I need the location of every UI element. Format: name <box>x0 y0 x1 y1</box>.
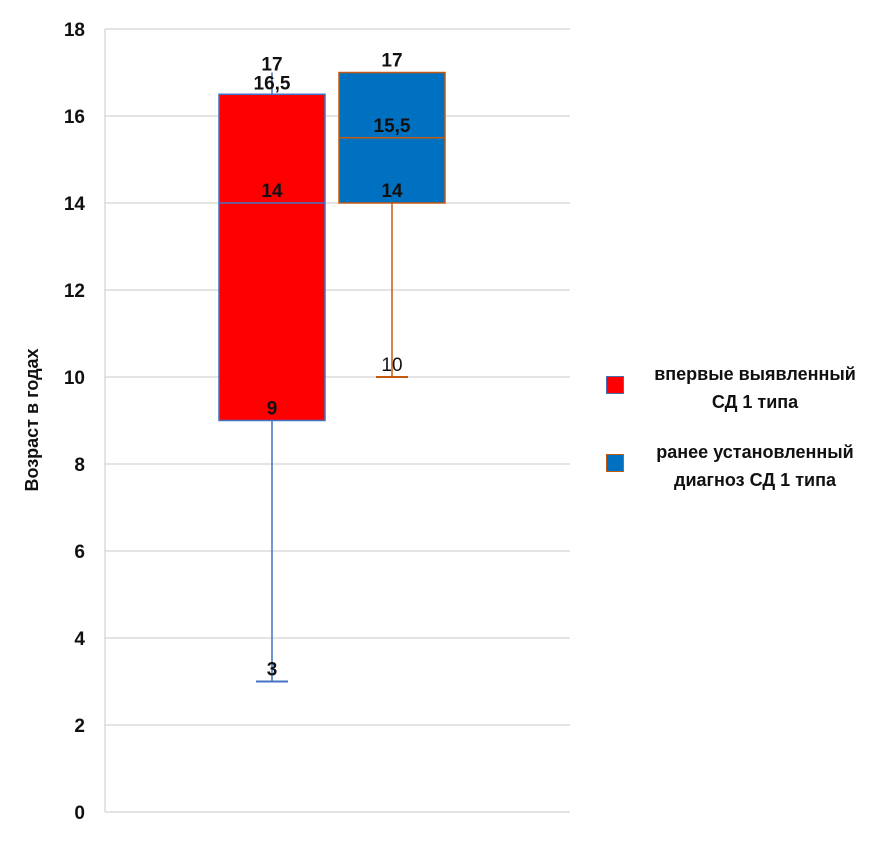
data-label: 9 <box>267 399 278 420</box>
data-label: 14 <box>381 181 403 202</box>
legend-label-established: ранее установленный диагноз СД 1 типа <box>656 442 854 490</box>
y-tick-label: 14 <box>64 194 86 215</box>
y-axis-ticks: 0 2 4 6 8 10 12 14 16 18 <box>64 20 86 824</box>
legend-swatch-established <box>606 454 624 472</box>
y-tick-label: 8 <box>74 455 85 476</box>
data-label: 3 <box>267 660 278 681</box>
y-axis-label: Возраст в годах <box>22 348 42 491</box>
legend-swatch-new <box>606 376 624 394</box>
gridlines <box>105 28 570 813</box>
data-label: 14 <box>261 181 283 202</box>
y-tick-label: 12 <box>64 281 85 302</box>
legend: впервые выявленный СД 1 типа ранее устан… <box>600 360 880 516</box>
y-tick-label: 0 <box>74 803 85 824</box>
y-tick-label: 18 <box>64 20 85 41</box>
y-tick-label: 10 <box>64 368 85 389</box>
data-label: 17 <box>381 51 402 72</box>
data-label: 10 <box>381 355 402 376</box>
boxes <box>218 71 446 683</box>
legend-item-new: впервые выявленный СД 1 типа <box>600 360 880 416</box>
legend-item-established: ранее установленный диагноз СД 1 типа <box>600 438 880 494</box>
data-label: 15,5 <box>374 116 411 137</box>
y-tick-label: 16 <box>64 107 85 128</box>
y-tick-label: 4 <box>74 629 85 650</box>
y-tick-label: 2 <box>74 716 85 737</box>
data-label: 16,5 <box>254 73 291 94</box>
data-label: 17 <box>261 55 282 76</box>
box <box>218 93 326 422</box>
legend-label-new: впервые выявленный СД 1 типа <box>654 364 856 412</box>
y-tick-label: 6 <box>74 542 85 563</box>
